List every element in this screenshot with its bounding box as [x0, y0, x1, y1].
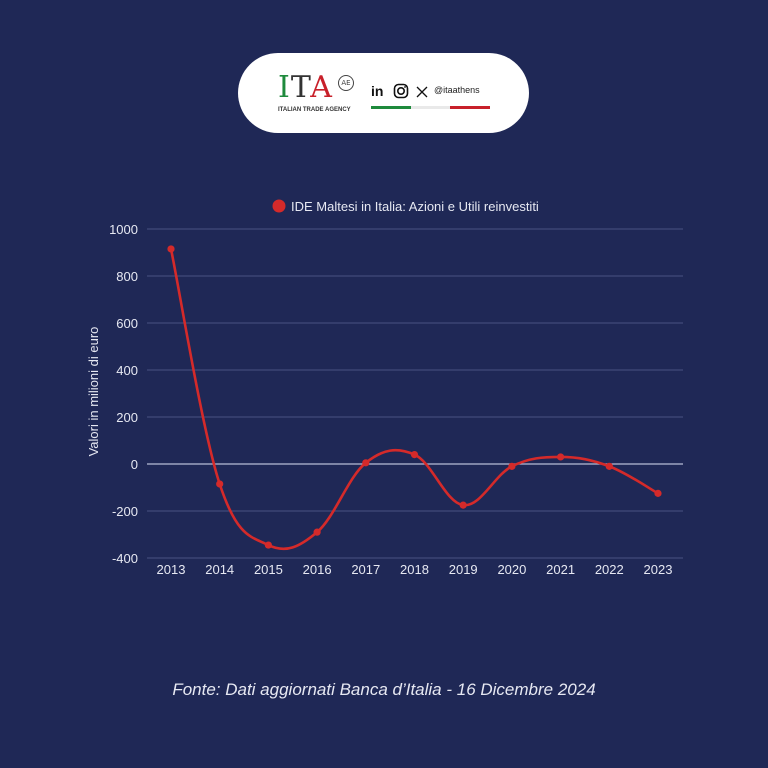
y-tick-label: -400 [112, 551, 138, 566]
data-point [216, 480, 224, 488]
data-point [654, 489, 662, 497]
x-tick-label: 2014 [205, 562, 234, 577]
x-tick-label: 2019 [449, 562, 478, 577]
x-tick-label: 2017 [351, 562, 380, 577]
data-point [508, 462, 516, 470]
flag-bar-white [411, 106, 450, 109]
x-tick-label: 2013 [157, 562, 186, 577]
logo-letter-a: A [310, 70, 333, 105]
y-tick-label: 800 [116, 269, 138, 284]
flag-bar-green [371, 106, 411, 109]
x-tick-label: 2016 [303, 562, 332, 577]
logo-mark-icon: AE [338, 75, 354, 91]
data-point [557, 453, 565, 461]
x-tick-label: 2020 [497, 562, 526, 577]
source-note: Fonte: Dati aggiornati Banca d’Italia - … [172, 680, 596, 699]
series-line [169, 247, 660, 551]
y-tick-label: 1000 [109, 222, 138, 237]
data-point [167, 245, 175, 253]
line-chart: 1000 800 600 400 200 0 -200 -400 2013 2014 2015 201… [86, 199, 683, 577]
header-banner: ITA AE ITALIAN TRADE AGENCY in @itaathen… [238, 53, 529, 133]
x-tick-label: 2021 [546, 562, 575, 577]
social-handle[interactable]: @itaathens [434, 85, 480, 95]
y-tick-label: 0 [131, 457, 138, 472]
x-tick-label: 2022 [595, 562, 624, 577]
data-point [313, 528, 321, 536]
x-tick-label: 2015 [254, 562, 283, 577]
legend-label: IDE Maltesi in Italia: Azioni e Utili re… [291, 199, 539, 214]
logo-letter-i: I [278, 70, 291, 105]
y-tick-label: -200 [112, 504, 138, 519]
flag-bar-red [450, 106, 490, 109]
legend-marker [272, 199, 286, 213]
x-tick-label: 2018 [400, 562, 429, 577]
y-tick-label: 600 [116, 316, 138, 331]
instagram-icon[interactable] [393, 83, 409, 99]
data-point [605, 462, 613, 470]
data-point [459, 501, 467, 509]
data-point [410, 451, 419, 459]
social-links: in @itaathens [371, 83, 491, 113]
x-tick-label: 2023 [644, 562, 673, 577]
ita-logo: ITA AE ITALIAN TRADE AGENCY [278, 73, 358, 117]
linkedin-icon[interactable]: in [371, 83, 384, 99]
data-point [362, 459, 370, 467]
y-axis-label: Valori in milioni di euro [86, 327, 101, 457]
logo-letter-t: T [290, 70, 311, 105]
y-tick-label: 200 [116, 410, 138, 425]
data-point [264, 541, 272, 549]
logo-subtitle: ITALIAN TRADE AGENCY [278, 107, 351, 113]
y-tick-label: 400 [116, 363, 138, 378]
x-icon[interactable] [415, 84, 429, 100]
